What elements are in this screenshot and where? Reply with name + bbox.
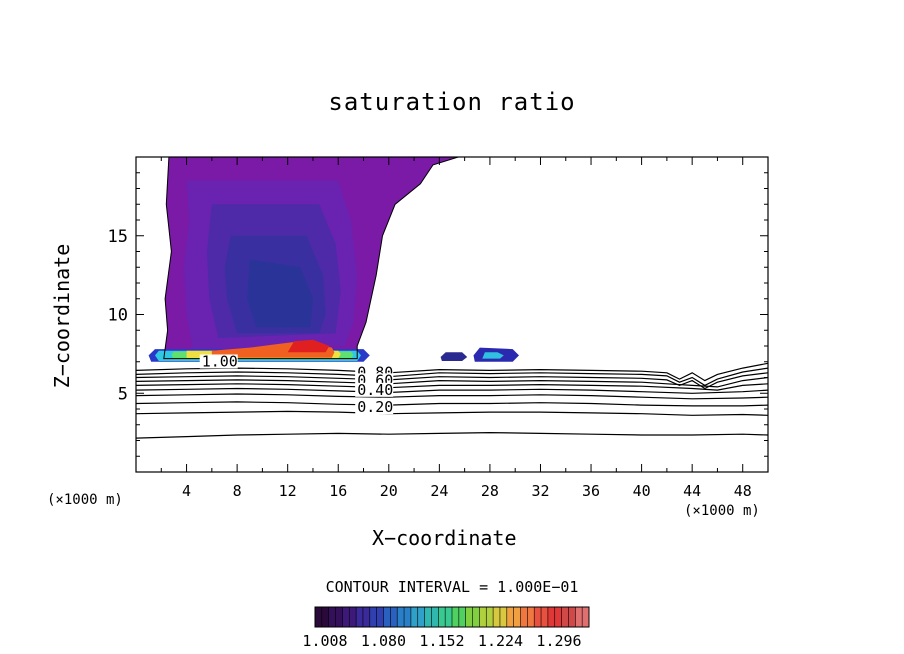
contour-label: 0.20 (357, 398, 393, 416)
x-tick-label: 44 (683, 482, 701, 500)
x-tick-label: 8 (233, 482, 242, 500)
x-tick-label: 16 (329, 482, 347, 500)
x-tick-label: 32 (531, 482, 549, 500)
contour-line (135, 410, 769, 416)
contour-line (135, 367, 769, 387)
cloud-outline (163, 156, 459, 360)
y-tick-label: 5 (118, 384, 128, 404)
contour-line (135, 393, 769, 400)
contour-line (135, 401, 769, 407)
x-tick-label: 40 (633, 482, 651, 500)
color-bar-label: 1.224 (478, 632, 523, 650)
filled-contour-region (440, 352, 468, 361)
x-unit-left: (×1000 m) (47, 492, 123, 508)
contour-label-bg (355, 382, 394, 397)
filled-contour-region (482, 352, 504, 359)
contour-line (135, 383, 769, 391)
x-tick-label: 24 (430, 482, 448, 500)
y-tick-label: 10 (108, 306, 128, 326)
x-axis-label: X−coordinate (372, 526, 517, 550)
contour-interval-text: CONTOUR INTERVAL = 1.000E−01 (325, 578, 579, 596)
x-tick-label: 28 (481, 482, 499, 500)
color-bar-label: 1.008 (302, 632, 347, 650)
filled-contour-region (287, 339, 330, 353)
color-bar-frame (314, 606, 590, 628)
x-tick-label: 36 (582, 482, 600, 500)
color-bar-label: 1.296 (536, 632, 581, 650)
x-tick-label: 4 (182, 482, 191, 500)
contour-line (135, 372, 769, 390)
y-tick-label: 15 (108, 227, 128, 247)
color-bar-label: 1.152 (419, 632, 464, 650)
contour-line (135, 376, 769, 388)
x-tick-label: 20 (380, 482, 398, 500)
contour-label: 1.00 (202, 352, 238, 370)
contour-line (135, 362, 769, 382)
x-tick-label: 48 (734, 482, 752, 500)
chart-title: saturation ratio (328, 88, 576, 116)
contour-label-bg (355, 400, 394, 415)
contour-label: 0.40 (357, 381, 393, 399)
contour-line (135, 387, 769, 394)
color-bar-label: 1.080 (361, 632, 406, 650)
x-tick-label: 12 (279, 482, 297, 500)
contour-label-bg (199, 354, 238, 369)
contour-line (135, 431, 769, 439)
x-unit-right: (×1000 m) (684, 503, 760, 519)
filled-contour-region (247, 259, 313, 328)
